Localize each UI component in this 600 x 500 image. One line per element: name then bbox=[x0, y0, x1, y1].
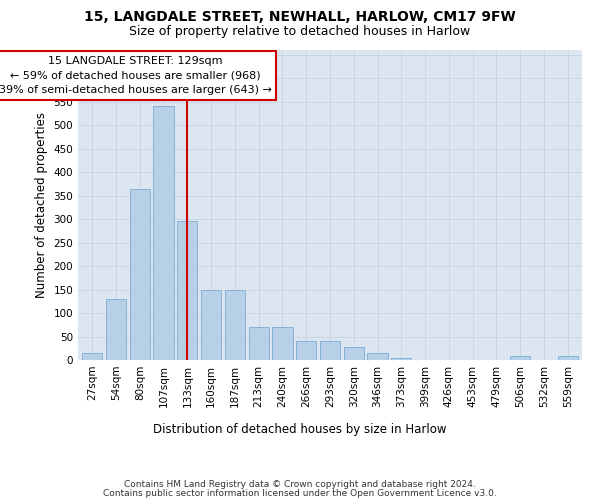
Text: 15 LANGDALE STREET: 129sqm
← 59% of detached houses are smaller (968)
39% of sem: 15 LANGDALE STREET: 129sqm ← 59% of deta… bbox=[0, 56, 271, 95]
Bar bbox=[272, 327, 293, 360]
Bar bbox=[367, 353, 388, 360]
Bar bbox=[344, 347, 364, 360]
Bar bbox=[391, 358, 412, 360]
Bar bbox=[225, 290, 245, 360]
Text: Distribution of detached houses by size in Harlow: Distribution of detached houses by size … bbox=[153, 422, 447, 436]
Bar bbox=[154, 106, 173, 360]
Bar bbox=[557, 356, 578, 360]
Bar bbox=[201, 290, 221, 360]
Bar bbox=[320, 341, 340, 360]
Bar bbox=[177, 222, 197, 360]
Bar bbox=[82, 353, 103, 360]
Bar bbox=[296, 341, 316, 360]
Bar bbox=[510, 356, 530, 360]
Text: 15, LANGDALE STREET, NEWHALL, HARLOW, CM17 9FW: 15, LANGDALE STREET, NEWHALL, HARLOW, CM… bbox=[84, 10, 516, 24]
Text: Contains HM Land Registry data © Crown copyright and database right 2024.: Contains HM Land Registry data © Crown c… bbox=[124, 480, 476, 489]
Text: Size of property relative to detached houses in Harlow: Size of property relative to detached ho… bbox=[130, 25, 470, 38]
Bar bbox=[130, 188, 150, 360]
Text: Contains public sector information licensed under the Open Government Licence v3: Contains public sector information licen… bbox=[103, 489, 497, 498]
Bar bbox=[106, 299, 126, 360]
Y-axis label: Number of detached properties: Number of detached properties bbox=[35, 112, 48, 298]
Bar bbox=[248, 327, 269, 360]
